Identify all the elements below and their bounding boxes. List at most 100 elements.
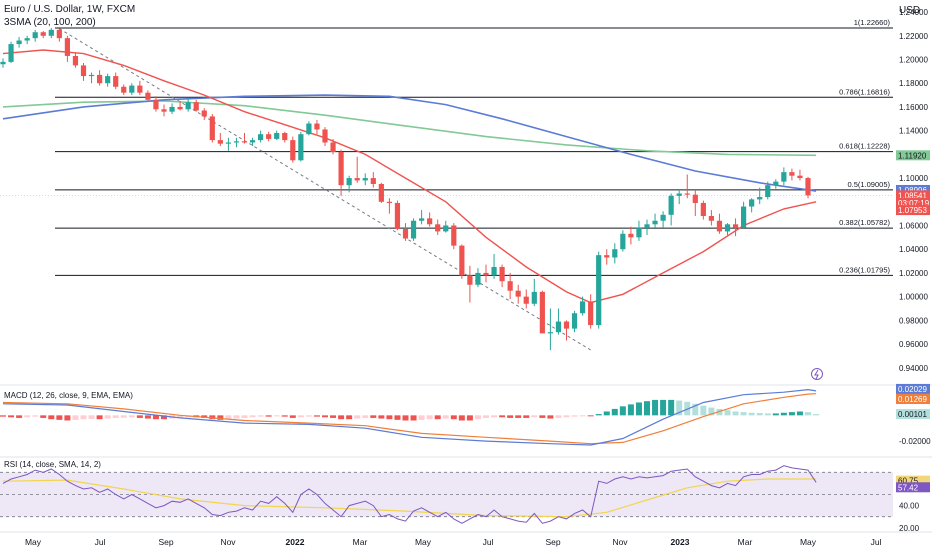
candle-41 <box>330 142 336 152</box>
candle-30 <box>241 141 248 143</box>
price-tick-15: 0.94000 <box>899 364 928 373</box>
fib-label-1: 0.786(1.16816) <box>839 87 890 96</box>
candle-34 <box>274 133 280 139</box>
candle-29 <box>233 141 240 143</box>
candle-84 <box>676 193 682 196</box>
macd-bar-59 <box>474 415 481 420</box>
price-tag-0-bg <box>896 150 930 161</box>
macd-bar-90 <box>724 410 731 416</box>
macd-bar-3 <box>24 415 31 418</box>
candle-52 <box>419 218 425 221</box>
macd-bar-91 <box>732 411 739 416</box>
price-tick-3: 1.18000 <box>899 79 928 88</box>
macd-bar-70 <box>563 415 570 418</box>
macd-bar-39 <box>313 415 320 417</box>
candle-91 <box>732 224 739 228</box>
macd-bar-30 <box>241 415 248 418</box>
candle-85 <box>684 193 690 195</box>
macd-bar-62 <box>499 415 506 418</box>
macd-bar-66 <box>531 415 538 418</box>
candle-44 <box>354 178 360 181</box>
macd-bar-83 <box>668 399 675 416</box>
macd-tag-2-bg <box>896 409 930 420</box>
time-label-6: May <box>415 537 432 547</box>
macd-tag-2: 0.00101 <box>898 410 927 419</box>
candle-12 <box>97 74 103 84</box>
macd-bar-47 <box>378 415 385 419</box>
rsi-tag-1: 57.42 <box>898 483 919 492</box>
macd-label: MACD (12, 26, close, 9, EMA, EMA) <box>4 391 133 400</box>
candle-38 <box>306 123 312 135</box>
candle-72 <box>580 301 586 314</box>
macd-bar-82 <box>660 399 667 416</box>
macd-bar-1 <box>8 415 15 418</box>
macd-bar-17 <box>136 415 143 418</box>
candle-19 <box>153 99 159 110</box>
candle-49 <box>394 202 401 230</box>
candle-50 <box>402 229 409 239</box>
candle-90 <box>724 224 731 232</box>
fib-label-5: 0.236(1.01795) <box>839 265 890 274</box>
candle-96 <box>773 181 779 186</box>
rsi-tag-1-bg <box>896 482 930 493</box>
candle-45 <box>362 178 368 181</box>
candle-17 <box>137 85 143 93</box>
candle-47 <box>378 183 384 202</box>
macd-bar-76 <box>611 408 618 416</box>
macd-bar-13 <box>104 415 111 419</box>
macd-bar-88 <box>708 407 715 416</box>
time-label-8: Sep <box>545 537 560 547</box>
candle-14 <box>113 76 119 87</box>
macd-bar-14 <box>112 415 119 418</box>
macd-bar-54 <box>434 415 441 420</box>
rsi-tick-0: 40.00 <box>899 502 920 511</box>
rsi-tick-1: 20.00 <box>899 524 920 533</box>
candle-74 <box>596 255 602 326</box>
time-label-10: 2023 <box>671 537 690 547</box>
macd-bar-98 <box>788 412 795 416</box>
candle-68 <box>547 332 553 334</box>
candle-82 <box>660 214 666 221</box>
currency-label: USD <box>899 5 921 16</box>
macd-bar-71 <box>571 415 578 417</box>
candle-46 <box>370 178 376 184</box>
candle-39 <box>314 123 320 130</box>
macd-bar-8 <box>64 415 71 421</box>
candle-64 <box>515 290 521 297</box>
macd-bar-65 <box>523 415 530 418</box>
candle-18 <box>145 92 151 100</box>
candle-7 <box>56 29 62 39</box>
candle-27 <box>217 140 223 144</box>
candle-80 <box>644 224 650 228</box>
macd-bar-97 <box>780 412 787 416</box>
time-label-11: Mar <box>738 537 753 547</box>
candle-81 <box>652 220 658 225</box>
macd-bar-61 <box>491 415 498 418</box>
candle-89 <box>716 220 723 232</box>
symbol-title[interactable]: Euro / U.S. Dollar, 1W, FXCM <box>4 4 136 15</box>
candle-66 <box>531 291 537 304</box>
macd-bar-57 <box>458 415 465 421</box>
candle-57 <box>459 245 465 276</box>
fib-label-4: 0.382(1.05782) <box>839 218 890 227</box>
candle-28 <box>225 142 231 144</box>
candle-75 <box>604 255 610 258</box>
candle-16 <box>129 85 135 93</box>
macd-bar-25 <box>201 415 208 418</box>
macd-bar-77 <box>619 406 626 416</box>
candle-6 <box>48 29 54 36</box>
macd-bar-93 <box>748 412 755 416</box>
macd-bar-52 <box>418 415 425 420</box>
price-tick-7: 1.10000 <box>899 174 928 183</box>
candle-24 <box>193 102 199 111</box>
indicator-label[interactable]: 3SMA (20, 100, 200) <box>4 17 96 28</box>
macd-bar-0 <box>0 415 6 417</box>
price-tag-3-bg <box>896 197 930 208</box>
candle-58 <box>467 275 473 285</box>
macd-bar-58 <box>466 415 473 421</box>
macd-bar-4 <box>32 415 39 417</box>
candle-51 <box>410 220 417 239</box>
macd-bar-49 <box>394 415 401 420</box>
